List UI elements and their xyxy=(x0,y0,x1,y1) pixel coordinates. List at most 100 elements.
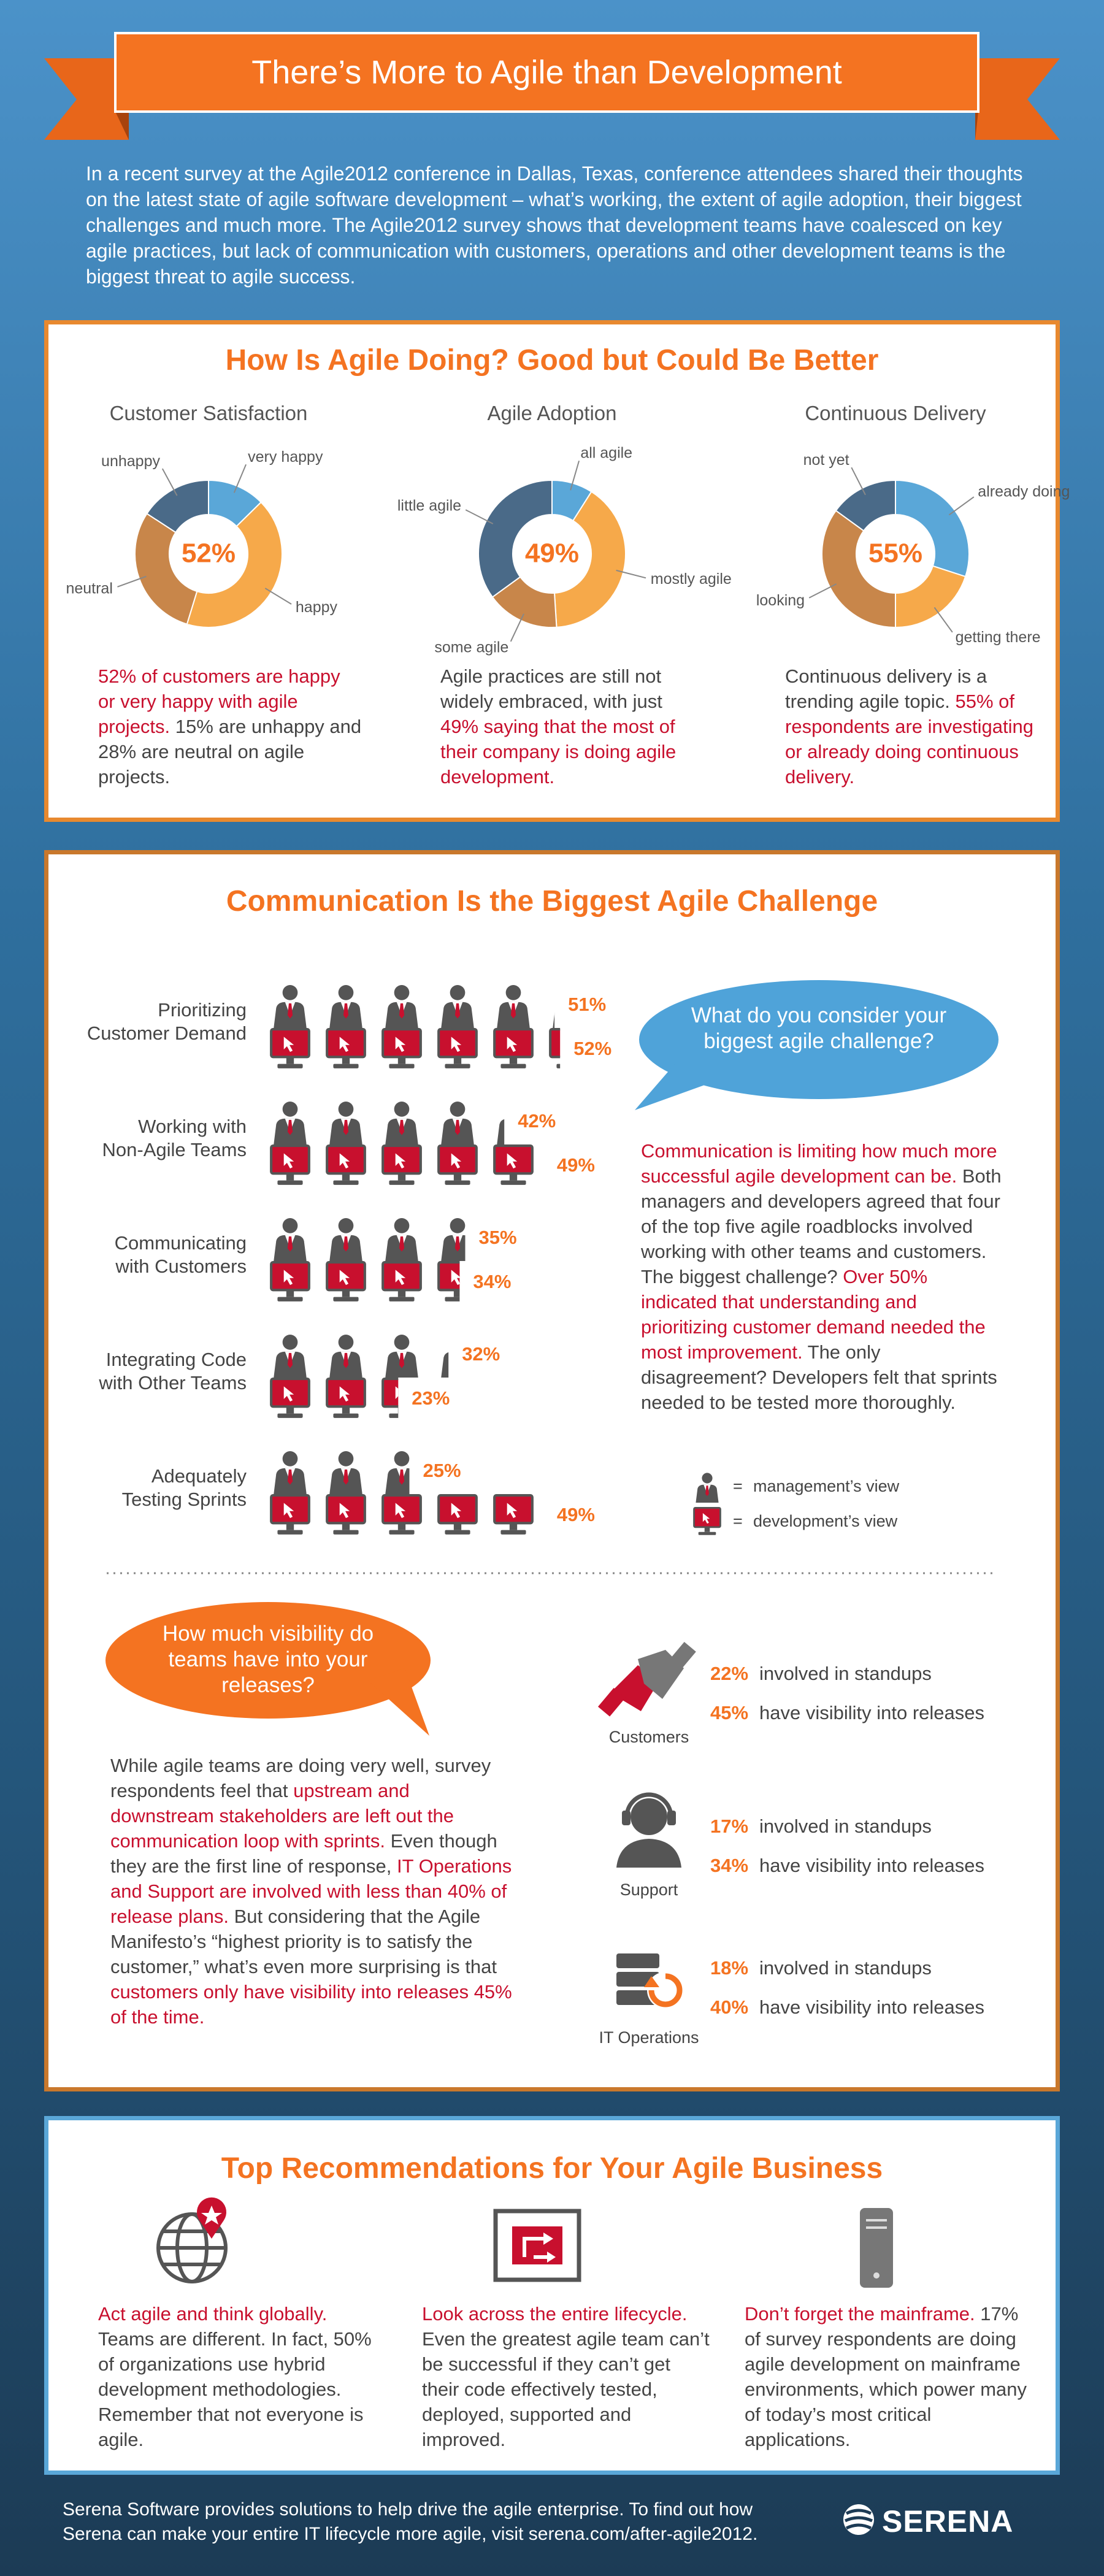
donut-segment xyxy=(821,510,896,629)
person-icon xyxy=(553,1335,585,1378)
person-icon xyxy=(550,1262,588,1301)
person-icon xyxy=(439,1262,477,1301)
person-icon xyxy=(383,1262,421,1301)
person-icon xyxy=(329,1102,362,1144)
leader-line xyxy=(851,467,866,496)
legend-sign: = xyxy=(733,1477,743,1495)
highlight-text: upstream and downstream stakeholders are… xyxy=(110,1780,454,1852)
chart-note: 52% of customers are happy or very happy… xyxy=(98,664,362,789)
value-label: 23% xyxy=(412,1387,450,1409)
lifecycle-icon xyxy=(493,2209,581,2282)
mainframe-icon xyxy=(860,2208,893,2288)
person-icon xyxy=(274,1218,307,1261)
person-icon xyxy=(383,1495,421,1535)
highlight-text: Look across the entire lifecycle. xyxy=(422,2303,688,2325)
value-label: 42% xyxy=(518,1110,556,1132)
segment-label: neutral xyxy=(66,580,112,597)
support-icon xyxy=(616,1792,681,1868)
question: What do you consider your biggest agile … xyxy=(691,1003,947,1053)
stat-text: have visibility into releases xyxy=(759,1996,985,2018)
recommendation: Act agile and think globally. Teams are … xyxy=(98,2301,386,2452)
panel-recommendations xyxy=(44,2116,1060,2475)
person-icon xyxy=(441,1102,474,1144)
pictograph-bar xyxy=(271,1495,588,1535)
person-icon xyxy=(497,1451,529,1494)
person-icon xyxy=(329,985,362,1028)
visibility-text: While agile teams are doing very well, s… xyxy=(110,1753,515,2030)
ribbon xyxy=(114,32,979,113)
stat-value: 22% xyxy=(710,1663,749,1684)
legend-label: development’s view xyxy=(753,1512,898,1530)
segment-label: already doing xyxy=(978,483,1070,500)
legend-sign: = xyxy=(733,1512,743,1530)
person-icon xyxy=(497,1335,529,1378)
person-icon xyxy=(329,1218,362,1261)
segment-label: mostly agile xyxy=(651,570,732,588)
intro: In a recent survey at the Agile2012 conf… xyxy=(86,163,1023,288)
value-label: 49% xyxy=(557,1504,595,1525)
chart-note: Agile practices are still not widely emb… xyxy=(440,664,704,789)
stat-text: involved in standups xyxy=(759,1815,932,1837)
person-icon xyxy=(327,1146,365,1185)
person-icon xyxy=(553,1451,585,1494)
stat-value: 45% xyxy=(710,1702,749,1723)
highlight-text: Over 50% indicated that understanding an… xyxy=(641,1266,986,1363)
person-icon xyxy=(383,1029,421,1068)
leader-line xyxy=(570,460,580,491)
person-icon xyxy=(439,1495,477,1535)
value-label: 34% xyxy=(473,1271,511,1292)
panel-doing xyxy=(44,320,1060,822)
person-icon xyxy=(274,1102,307,1144)
person-icon xyxy=(329,1451,362,1494)
person-icon xyxy=(494,1495,532,1535)
highlight-text: IT Operations and Support are involved w… xyxy=(110,1855,512,1927)
donut-segment xyxy=(146,479,209,534)
pin-icon xyxy=(197,2197,226,2239)
stat-value: 17% xyxy=(710,1815,749,1837)
stat-value: 40% xyxy=(710,1996,749,2018)
segment-label: all agile xyxy=(580,444,632,461)
legend-icon xyxy=(693,1507,721,1536)
person-icon xyxy=(327,1029,365,1068)
segment-label: some agile xyxy=(434,638,508,656)
donut-segment xyxy=(134,513,198,625)
group-name: Customers xyxy=(608,1728,689,1746)
question-bubble xyxy=(105,1602,431,1719)
section-heading: Communication Is the Biggest Agile Chall… xyxy=(226,885,878,918)
person-icon xyxy=(271,1146,309,1185)
leader-line xyxy=(616,569,646,579)
person-icon xyxy=(439,1029,477,1068)
ribbon-tail xyxy=(975,58,1060,140)
stat-value: 18% xyxy=(710,1957,749,1979)
person-icon xyxy=(494,1146,532,1185)
center-label: 49% xyxy=(525,539,579,569)
legend-label: management’s view xyxy=(753,1477,900,1495)
value-label: 25% xyxy=(423,1460,461,1481)
bubble-tail xyxy=(368,1668,429,1736)
stat-text: have visibility into releases xyxy=(759,1855,985,1876)
person-icon xyxy=(441,985,474,1028)
value-label: 49% xyxy=(557,1154,595,1176)
body-text: Agile practices are still not widely emb… xyxy=(440,665,662,712)
bubble-tail xyxy=(635,1064,711,1110)
row-label: Adequately Testing Sprints xyxy=(121,1465,247,1510)
challenge-text: Communication is limiting how much more … xyxy=(641,1138,1003,1415)
pictograph-bar xyxy=(274,985,555,1028)
body-text: Continuous delivery is a trending agile … xyxy=(785,665,987,712)
center-label: 55% xyxy=(868,539,922,569)
person-icon xyxy=(274,1451,307,1494)
person-icon xyxy=(494,1379,532,1418)
row-label: Integrating Code with Other Teams xyxy=(99,1349,247,1393)
segment-label: unhappy xyxy=(101,453,160,470)
value-label: 52% xyxy=(573,1038,611,1059)
chart-title: Customer Satisfaction xyxy=(109,402,308,424)
pictograph-bar xyxy=(271,1029,588,1068)
highlight-text: 52% of customers are happy or very happy… xyxy=(98,665,340,737)
segment-label: happy xyxy=(296,599,338,616)
person-icon xyxy=(494,1029,532,1068)
section-heading: How Is Agile Doing? Good but Could Be Be… xyxy=(225,344,879,377)
question: How much visibility do teams have into y… xyxy=(162,1622,374,1697)
person-icon xyxy=(271,1029,309,1068)
